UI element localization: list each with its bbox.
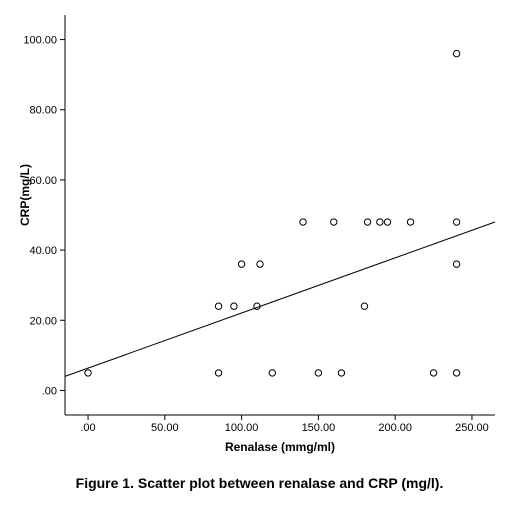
data-point (361, 303, 367, 309)
data-point (231, 303, 237, 309)
svg-text:250.00: 250.00 (455, 422, 489, 434)
data-point (269, 370, 275, 376)
svg-text:20.00: 20.00 (29, 315, 57, 327)
svg-text:200.00: 200.00 (378, 422, 412, 434)
data-point (453, 50, 459, 56)
svg-text:40.00: 40.00 (29, 245, 57, 257)
svg-text:60.00: 60.00 (29, 175, 57, 187)
data-point (215, 303, 221, 309)
data-point (300, 219, 306, 225)
svg-text:.00: .00 (42, 385, 57, 397)
data-point (238, 261, 244, 267)
data-point (430, 370, 436, 376)
svg-text:100.00: 100.00 (23, 35, 57, 47)
data-point (85, 370, 91, 376)
data-point (331, 219, 337, 225)
data-point (377, 219, 383, 225)
data-point (384, 219, 390, 225)
data-point (453, 219, 459, 225)
data-point (338, 370, 344, 376)
figure-container: .00 20.00 40.00 60.00 80.00 100.00 .00 50.00 100… (0, 0, 519, 523)
data-point (407, 219, 413, 225)
figure-caption: Figure 1. Scatter plot between renalase … (0, 475, 519, 491)
svg-text:150.00: 150.00 (302, 422, 336, 434)
data-point (453, 261, 459, 267)
data-point (315, 370, 321, 376)
svg-text:50.00: 50.00 (151, 422, 179, 434)
x-axis-title: Renalase (mmg/ml) (65, 440, 495, 454)
svg-text:.00: .00 (80, 422, 95, 434)
data-point (215, 370, 221, 376)
data-point (364, 219, 370, 225)
data-point (257, 261, 263, 267)
svg-text:100.00: 100.00 (225, 422, 259, 434)
svg-text:80.00: 80.00 (29, 105, 57, 117)
y-axis-title: CRP(mg/L) (18, 145, 32, 245)
scatter-plot: .0020.0040.0060.0080.00100.00.0050.00100… (65, 15, 495, 415)
plot-container: .0020.0040.0060.0080.00100.00.0050.00100… (65, 15, 495, 415)
data-point (453, 370, 459, 376)
